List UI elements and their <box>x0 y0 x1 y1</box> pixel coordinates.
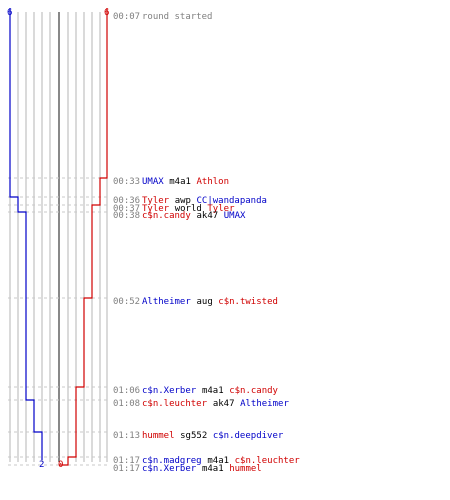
blue-player-name: c$n.deepdiver <box>213 431 284 441</box>
red-player-name: Tyler <box>142 204 170 214</box>
event-time: 01:08 <box>113 399 140 409</box>
red-player-name: c$n.leuchter <box>142 399 208 409</box>
weapon-name: m4a1 <box>207 456 229 466</box>
event-time: 00:52 <box>113 297 140 307</box>
event-time: 01:13 <box>113 431 140 441</box>
weapon-name: ak47 <box>197 211 219 221</box>
weapon-name: sg552 <box>180 431 207 441</box>
red-player-name: Tyler <box>207 204 235 214</box>
blue-start-count: 6 <box>7 8 12 18</box>
event-time: 00:33 <box>113 177 140 187</box>
red-player-name: Tyler <box>142 196 170 206</box>
blue-team-alive-line <box>9 8 43 460</box>
red-player-name: c$n.candy <box>229 386 278 396</box>
weapon-name: awp <box>175 196 191 206</box>
blue-player-name: Altheimer <box>142 297 191 307</box>
event-time: 00:36 <box>113 196 140 206</box>
event-time: 01:17 <box>113 456 140 466</box>
red-player-name: c$n.candy <box>142 211 191 221</box>
red-player-name: c$n.leuchter <box>235 456 301 466</box>
event-time: 00:07 <box>113 12 140 22</box>
blue-player-name: c$n.madgreg <box>142 456 202 466</box>
blue-player-name: Altheimer <box>240 399 289 409</box>
weapon-name: ak47 <box>213 399 235 409</box>
weapon-name: m4a1 <box>202 386 224 396</box>
event-message: round started <box>142 12 212 22</box>
red-player-name: hummel <box>229 464 262 474</box>
red-start-count: 6 <box>104 8 109 18</box>
event-time: 00:37 <box>113 204 140 214</box>
weapon-name: m4a1 <box>202 464 224 474</box>
blue-player-name: UMAX <box>224 211 246 221</box>
blue-end-count: 2 <box>39 460 44 470</box>
red-player-name: Athlon <box>197 177 230 187</box>
red-player-name: hummel <box>142 431 175 441</box>
event-time: 00:38 <box>113 211 140 221</box>
weapon-name: aug <box>197 297 213 307</box>
red-player-name: c$n.twisted <box>218 297 278 307</box>
weapon-name: m4a1 <box>169 177 191 187</box>
blue-player-name: CC|wandapanda <box>197 196 267 206</box>
weapon-name: world <box>175 204 202 214</box>
red-team-alive-line <box>59 8 108 466</box>
blue-player-name: c$n.Xerber <box>142 386 197 396</box>
blue-player-name: c$n.Xerber <box>142 464 197 474</box>
event-time: 01:06 <box>113 386 140 396</box>
blue-player-name: UMAX <box>142 177 164 187</box>
red-end-count: 0 <box>58 460 63 470</box>
event-time: 01:17 <box>113 464 140 474</box>
